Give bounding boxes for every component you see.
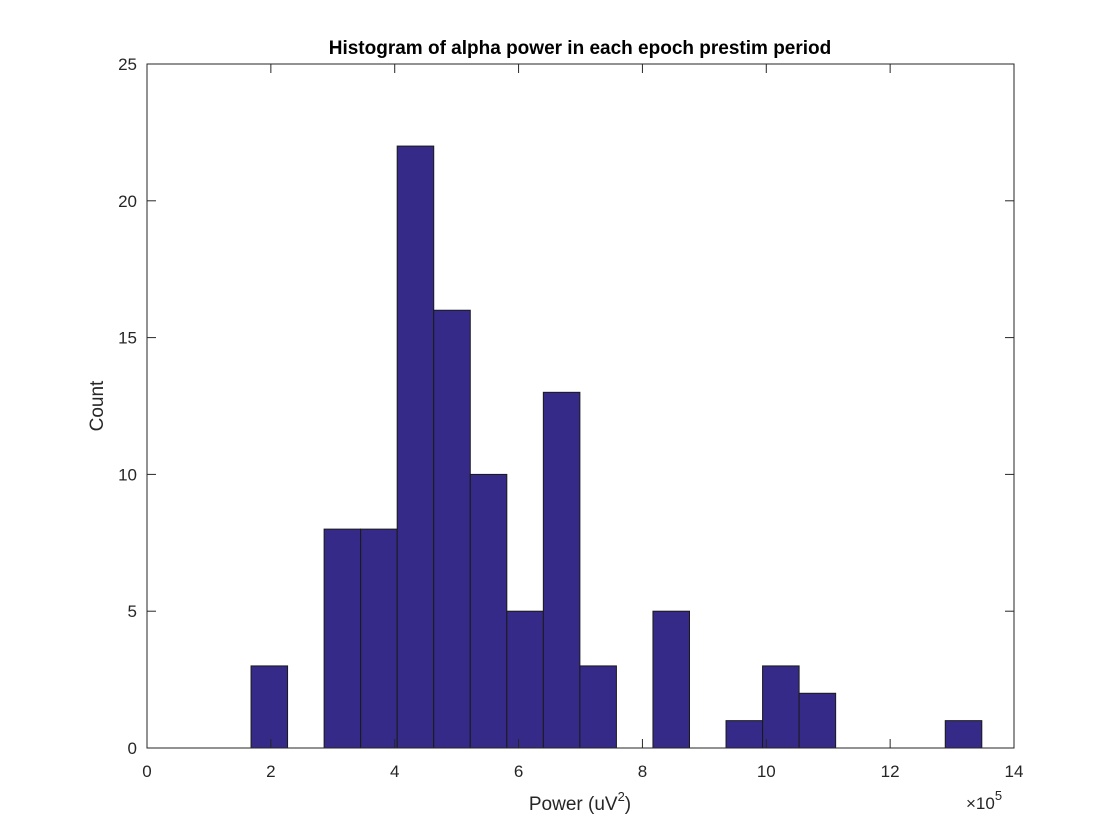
plot-box — [146, 63, 1015, 749]
histogram-bar — [469, 473, 508, 749]
histogram-bar — [762, 665, 800, 749]
axes-group: 0 2 4 6 8 10 12 14 0 5 10 15 20 25 — [118, 55, 1023, 781]
y-tick-label: 10 — [118, 465, 137, 484]
histogram-bar — [798, 692, 837, 749]
x-tick-label: 14 — [1005, 762, 1024, 781]
y-axis-label: Count — [87, 380, 108, 431]
x-axis-label: Power (uV2) — [529, 789, 631, 815]
chart-title: Histogram of alpha power in each epoch p… — [329, 38, 832, 59]
x-tick-label: 6 — [514, 762, 523, 781]
histogram-bar — [542, 391, 581, 749]
histogram-bar — [360, 528, 398, 749]
histogram-bar — [944, 720, 983, 749]
histogram-bar — [323, 528, 362, 749]
x-tick-label: 4 — [390, 762, 399, 781]
histogram-bar — [250, 665, 289, 749]
histogram-bar — [652, 610, 690, 749]
y-tick-label: 20 — [118, 192, 137, 211]
x-axis-exponent: ×105 — [966, 788, 1002, 813]
y-tick-label: 0 — [128, 739, 137, 758]
x-tick-label: 8 — [638, 762, 647, 781]
y-tick-label: 25 — [118, 55, 137, 74]
histogram-bar — [579, 665, 617, 749]
x-tick-label: 0 — [142, 762, 151, 781]
histogram-bar — [725, 720, 764, 749]
x-tick-label: 2 — [266, 762, 275, 781]
bars-group — [250, 145, 983, 749]
y-tick-label: 5 — [128, 602, 137, 621]
x-tick-label: 10 — [757, 762, 776, 781]
x-tick-label: 12 — [881, 762, 900, 781]
histogram-bar — [433, 309, 471, 749]
y-tick-label: 15 — [118, 329, 137, 348]
histogram-bar — [396, 145, 435, 749]
histogram-bar — [506, 610, 544, 749]
